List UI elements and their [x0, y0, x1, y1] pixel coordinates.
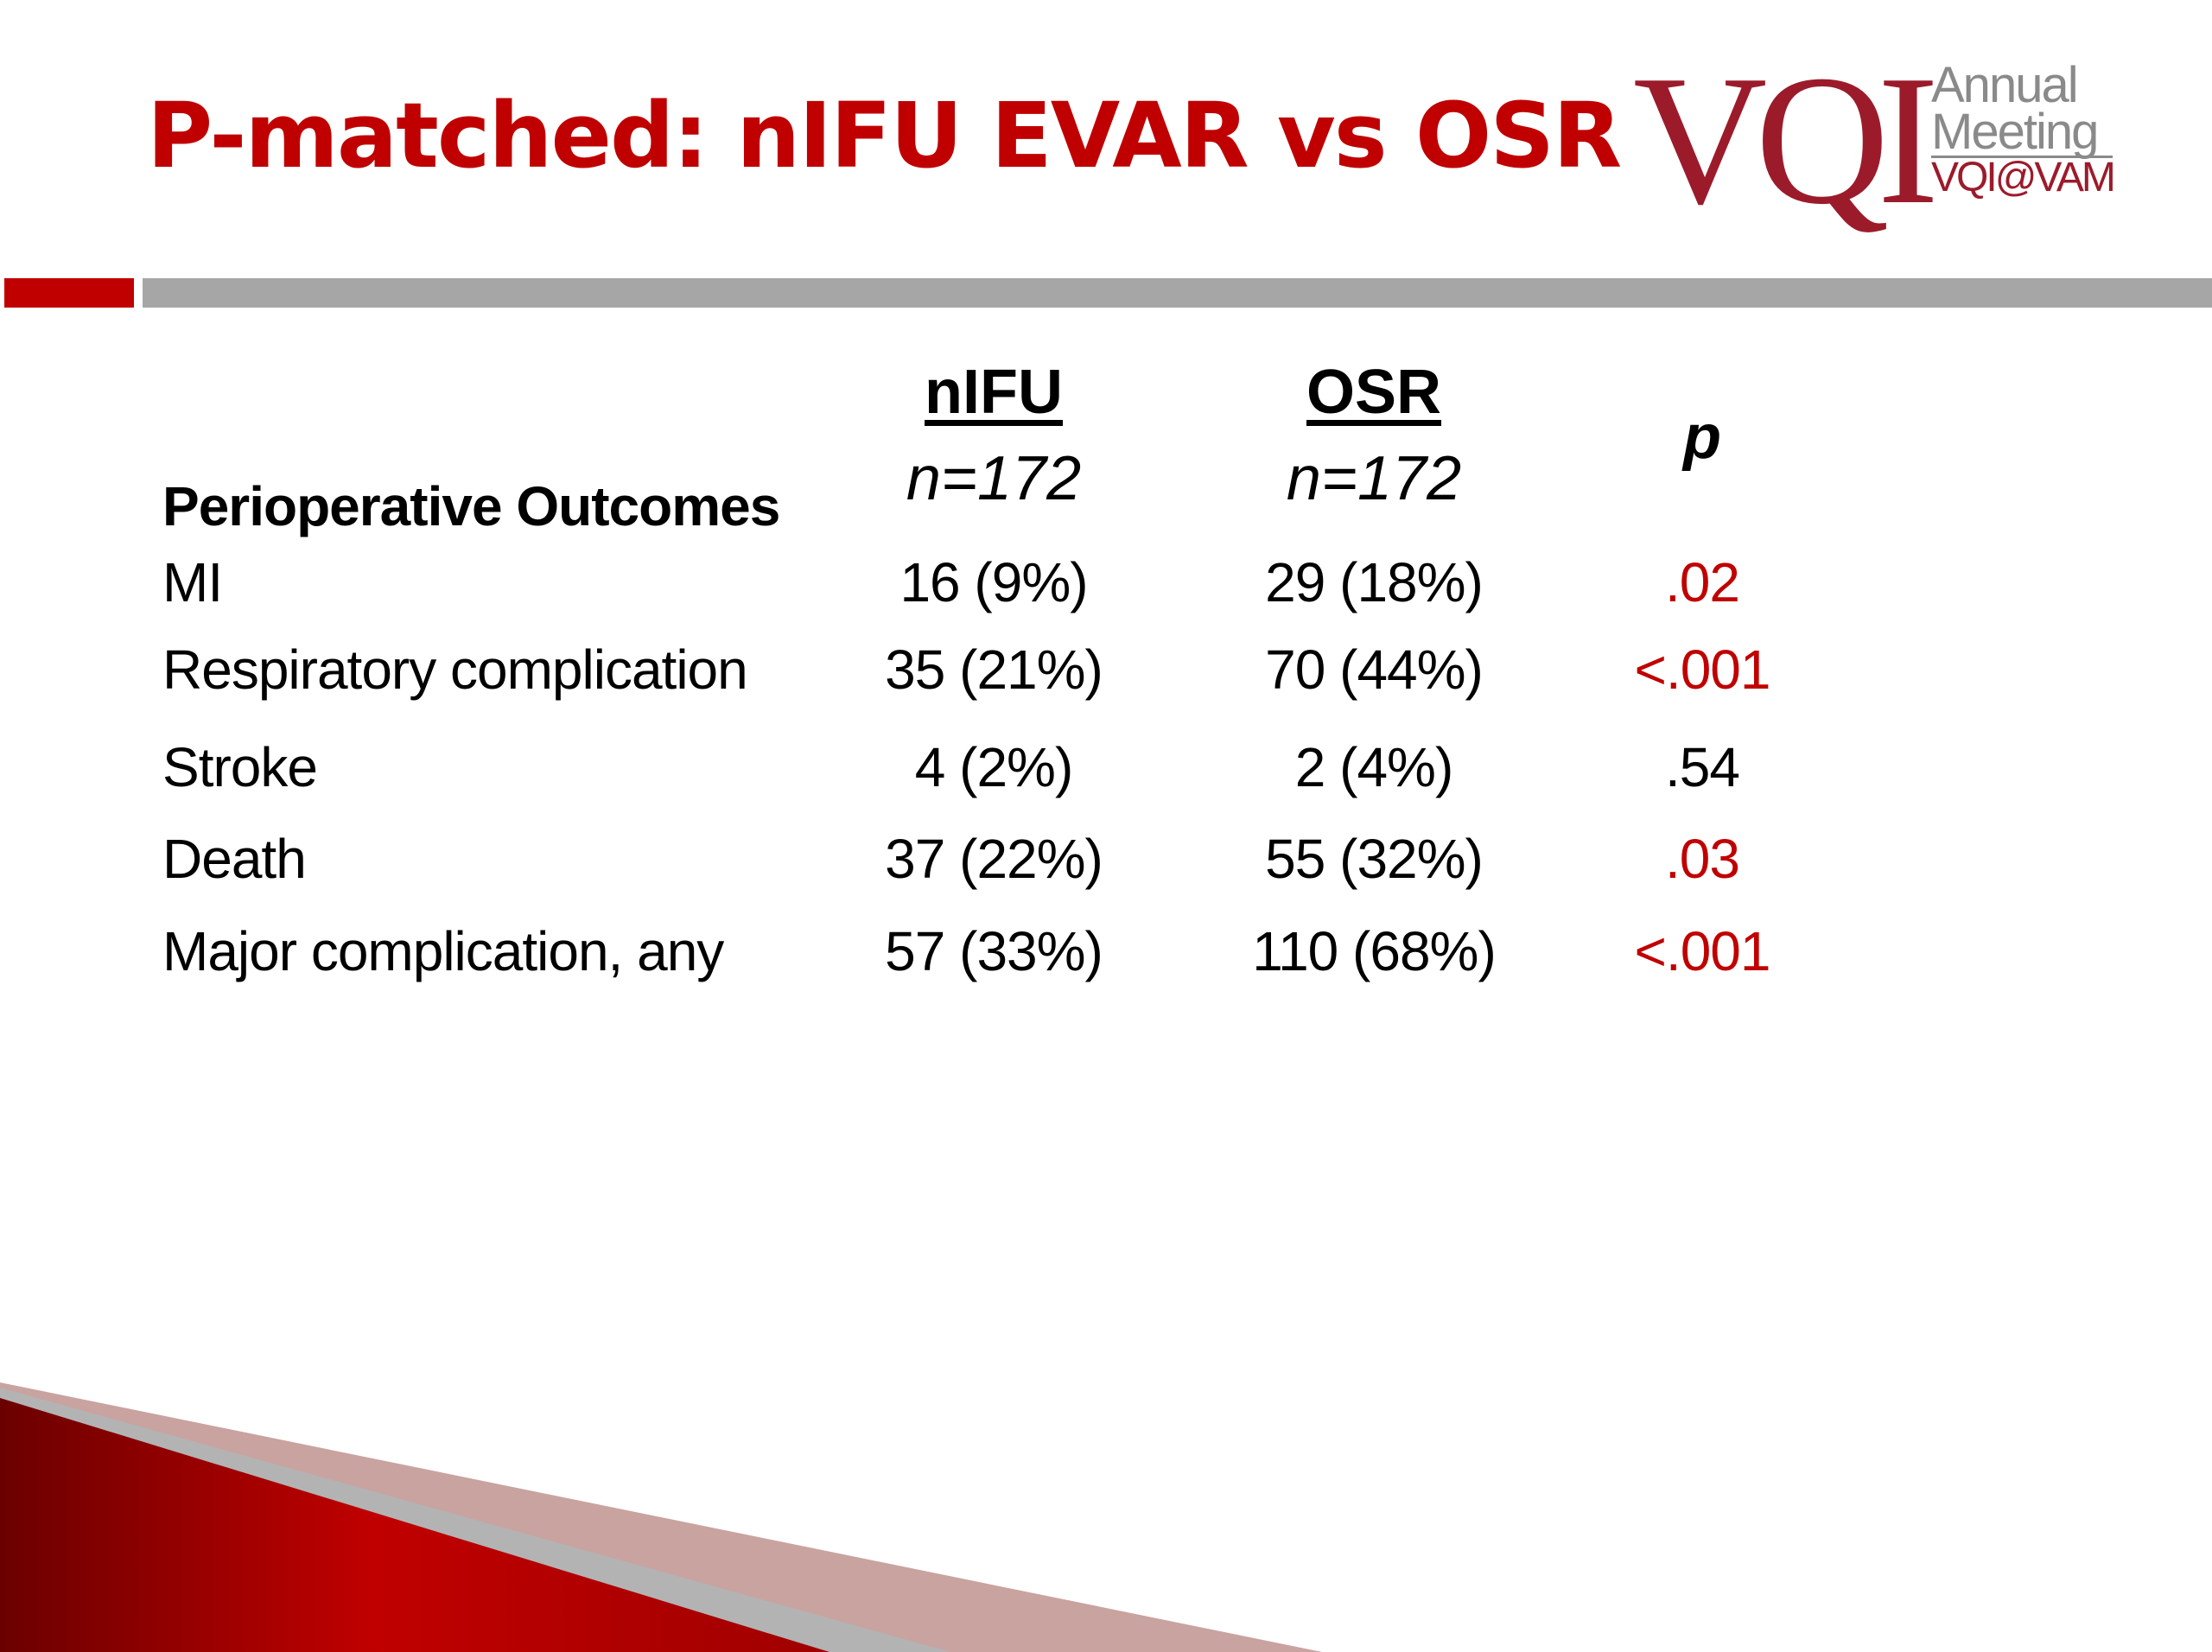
- table-row-respiratory: Respiratory complication 35 (21%) 70 (44…: [0, 642, 2212, 711]
- osr-value: 110 (68%): [1252, 920, 1497, 982]
- logo-line-meeting: Meeting: [1931, 104, 2099, 160]
- accent-block: [4, 278, 134, 308]
- header-rule: [143, 278, 2212, 308]
- section-label: Perioperative Outcomes: [162, 475, 780, 537]
- row-label: Stroke: [162, 736, 318, 798]
- p-value: .54: [1665, 736, 1740, 798]
- nifu-value: 4 (2%): [914, 736, 1074, 798]
- slide-title: P-matched: nIFU EVAR vs OSR: [147, 83, 1622, 188]
- nifu-value: 35 (21%): [885, 639, 1103, 701]
- p-value: <.001: [1634, 639, 1771, 701]
- vqi-annual-meeting-logo: VQI Annual Meeting VQI@VAM: [1633, 47, 2117, 232]
- table-row-mi: MI 16 (9%) 29 (18%) .02: [0, 555, 2212, 624]
- osr-value: 70 (44%): [1265, 639, 1484, 701]
- nifu-value: 57 (33%): [885, 920, 1103, 982]
- corner-swoosh-decoration: [0, 1382, 1322, 1652]
- column-n-nifu-wrap: n=172: [864, 448, 1123, 510]
- logo-line-annual: Annual: [1931, 57, 2079, 113]
- column-name-nifu: nIFU: [925, 358, 1063, 427]
- column-header-nifu: nIFU: [864, 361, 1123, 423]
- column-n-osr: n=172: [1286, 444, 1462, 513]
- nifu-value: 16 (9%): [899, 551, 1088, 613]
- osr-value: 29 (18%): [1265, 551, 1484, 613]
- row-label: Respiratory complication: [162, 639, 748, 701]
- logo-line-vqi-vam: VQI@VAM: [1931, 155, 2116, 200]
- logo-mark: VQI: [1633, 36, 1939, 243]
- nifu-value: 37 (22%): [885, 828, 1103, 890]
- logo-divider: [1931, 156, 2113, 158]
- row-label: Major complication, any: [162, 920, 724, 982]
- table-row-death: Death 37 (22%) 55 (32%) .03: [0, 831, 2212, 900]
- p-value: .02: [1665, 551, 1740, 613]
- table-row-major-complication: Major complication, any 57 (33%) 110 (68…: [0, 924, 2212, 993]
- row-label: MI: [162, 551, 223, 613]
- column-header-osr: OSR: [1244, 361, 1503, 423]
- column-name-osr: OSR: [1306, 358, 1442, 427]
- table-row-stroke: Stroke 4 (2%) 2 (4%) .54: [0, 740, 2212, 809]
- osr-value: 2 (4%): [1294, 736, 1454, 798]
- p-value: <.001: [1634, 920, 1771, 982]
- column-header-p: p: [1683, 403, 1721, 472]
- p-value: .03: [1665, 828, 1740, 890]
- column-n-osr-wrap: n=172: [1244, 448, 1503, 510]
- osr-value: 55 (32%): [1265, 828, 1484, 890]
- swoosh-red-band: [0, 1398, 830, 1652]
- row-label: Death: [162, 828, 307, 890]
- column-n-nifu: n=172: [906, 444, 1082, 513]
